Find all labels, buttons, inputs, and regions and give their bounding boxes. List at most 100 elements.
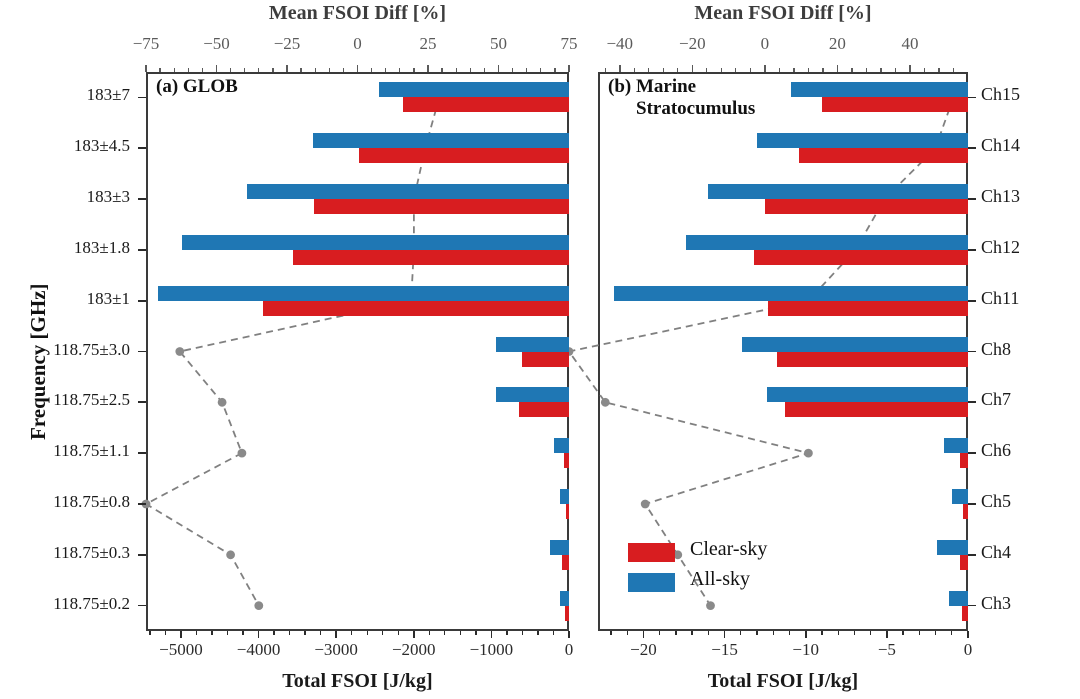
bar-all-sky-Ch8 — [496, 336, 569, 352]
panel-b-top-tick-minor — [952, 68, 955, 72]
bar-all-sky-Ch6 — [554, 438, 569, 454]
panel-a-top-tick-minor — [159, 68, 161, 72]
panel-a-bottom-tick-minor — [552, 631, 555, 635]
panel-b-bottom-tick-minor — [740, 631, 742, 635]
y-axis-tick — [138, 553, 146, 556]
panel-a-bottom-tick-minor — [226, 631, 229, 635]
panel-b-top-tick-minor — [648, 68, 650, 72]
panel-a-bottom-tick-minor — [459, 631, 461, 635]
panel-a-bottom-tick-major — [412, 631, 415, 638]
channel-label-7: Ch6 — [981, 440, 1012, 461]
panel-b-bottom-tick-minor — [853, 631, 856, 635]
bar-clear-sky-Ch15 — [821, 97, 968, 113]
panel-a-top-tick-minor — [413, 68, 415, 72]
panel-b-bottom-tick-major — [886, 631, 888, 638]
panel-a-bottom-tick-label: −5000 — [159, 640, 203, 659]
panel-a-bottom-tick-minor — [351, 631, 353, 635]
panel-a-top-tick-minor — [554, 68, 556, 72]
panel-a-top-tick-minor — [342, 68, 345, 72]
channel-label-1: Ch14 — [981, 135, 1021, 156]
y-axis-tick-label-7: 118.75±1.1 — [53, 441, 130, 461]
bar-all-sky-Ch14 — [757, 133, 968, 149]
panel-a-bottom-tick-label: −4000 — [236, 640, 281, 659]
bar-all-sky-Ch4 — [549, 539, 569, 555]
panel-b-top-tick-minor — [923, 68, 926, 72]
y-axis-tick-label-5: 118.75±3.0 — [53, 339, 130, 359]
panel-a-top-tick-label: 0 — [353, 34, 362, 53]
panel-b-top-tick-minor — [880, 68, 882, 72]
y-axis-tick-label-9: 118.75±0.3 — [53, 542, 130, 562]
channel-axis-tick — [968, 350, 976, 353]
legend-swatch-all-sky — [628, 573, 675, 592]
panel-a-bottom-tick-label: 0 — [564, 640, 574, 659]
panel-a-bottom-tick-label: −1000 — [469, 640, 514, 659]
panel-a-title-line-0: (a) GLOB — [156, 76, 238, 97]
panel-b-bottom-tick-major — [967, 631, 969, 638]
panel-a-top-tick-minor — [526, 68, 528, 72]
panel-a-top-tick-label: 50 — [490, 34, 507, 53]
panel-b-bottom-tick-minor — [707, 631, 709, 635]
y-axis-tick-label-6: 118.75±2.5 — [53, 390, 130, 410]
panel-a-top-tick-major — [145, 65, 147, 72]
bar-clear-sky-Ch8 — [776, 351, 968, 367]
panel-b-bottom-tick-minor — [772, 631, 774, 635]
panel-b-top-tick-label: 0 — [760, 34, 770, 53]
panel-a-top-tick-minor — [187, 68, 189, 72]
panel-a-bottom-tick-minor — [444, 631, 446, 635]
panel-b-bottom-tick-label: −5 — [877, 640, 896, 659]
channel-axis-tick — [968, 198, 976, 200]
bar-all-sky-Ch14 — [312, 133, 569, 149]
bar-all-sky-Ch8 — [742, 336, 968, 352]
channel-axis-tick — [968, 299, 976, 302]
panel-a-top-tick-major — [215, 65, 218, 72]
panel-a-bottom-tick-minor — [242, 631, 244, 635]
bar-all-sky-Ch3 — [948, 590, 968, 606]
panel-b-top-tick-minor — [706, 68, 708, 72]
panel-b-top-tick-minor — [793, 68, 795, 72]
channel-axis-tick — [968, 248, 976, 251]
y-axis-tick-label-3: 183±1.8 — [73, 237, 130, 257]
panel-b-bottom-tick-minor — [626, 631, 628, 635]
channel-label-4: Ch11 — [981, 287, 1020, 308]
panel-a-top-tick-minor — [483, 68, 486, 72]
panel-b-title-line-0: (b) Marine — [608, 76, 697, 97]
panel-a-bottom-tick-minor — [149, 631, 151, 635]
bar-all-sky-Ch11 — [614, 285, 968, 301]
panel-a-top-tick-major — [286, 65, 288, 72]
panel-b-bottom-tick-minor — [869, 631, 872, 635]
bar-all-sky-Ch3 — [560, 590, 569, 606]
channel-label-5: Ch8 — [981, 338, 1012, 359]
panel-b-bottom-tick-minor — [934, 631, 937, 635]
y-axis-tick — [138, 147, 146, 150]
panel-b-top-tick-minor — [735, 68, 737, 72]
panel-a-top-tick-major — [427, 65, 429, 72]
bar-clear-sky-Ch7 — [784, 402, 968, 418]
bar-clear-sky-Ch4 — [959, 554, 968, 570]
y-axis-tick — [138, 248, 146, 251]
panel-b-bottom-tick-minor — [902, 631, 904, 635]
panel-a-top-tick-major — [356, 65, 359, 72]
bar-all-sky-Ch13 — [708, 184, 968, 200]
bar-clear-sky-Ch6 — [563, 453, 569, 469]
panel-a-bottom-tick-minor — [428, 631, 430, 635]
panel-a-top-tick-label: −50 — [203, 34, 230, 53]
y-axis-tick — [138, 503, 146, 505]
channel-axis-tick — [968, 553, 976, 556]
panel-a-top-tick-major — [497, 65, 500, 72]
channel-label-8: Ch5 — [981, 490, 1012, 511]
bar-clear-sky-Ch12 — [753, 249, 968, 265]
y-axis-tick — [138, 401, 146, 404]
bar-clear-sky-Ch3 — [961, 605, 968, 621]
legend-label-clear-sky: Clear-sky — [690, 538, 768, 560]
channel-axis-tick — [968, 147, 976, 150]
panel-a-top-tick-label: −75 — [132, 34, 160, 53]
panel-b-bottom-tick-minor — [675, 631, 677, 635]
panel-b-bottom-tick-minor — [821, 631, 823, 635]
y-axis-tick-label-2: 183±3 — [86, 187, 130, 207]
y-axis-tick — [138, 299, 146, 302]
panel-b-top-tick-major — [764, 65, 766, 72]
panel-a-top-tick-minor — [385, 68, 387, 72]
panel-a-bottom-tick-minor — [366, 631, 368, 635]
bar-all-sky-Ch11 — [158, 285, 569, 301]
y-axis-tick-label-4: 183±1 — [86, 288, 130, 308]
